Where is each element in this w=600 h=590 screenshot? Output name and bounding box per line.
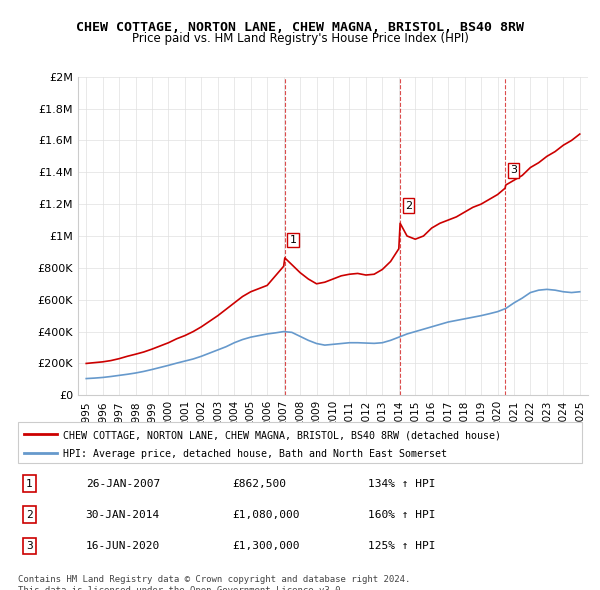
Text: Contains HM Land Registry data © Crown copyright and database right 2024.
This d: Contains HM Land Registry data © Crown c… bbox=[18, 575, 410, 590]
Text: £1,080,000: £1,080,000 bbox=[232, 510, 300, 520]
Text: 1: 1 bbox=[290, 235, 296, 245]
Text: 2: 2 bbox=[26, 510, 32, 520]
Text: CHEW COTTAGE, NORTON LANE, CHEW MAGNA, BRISTOL, BS40 8RW (detached house): CHEW COTTAGE, NORTON LANE, CHEW MAGNA, B… bbox=[63, 430, 501, 440]
Text: £1,300,000: £1,300,000 bbox=[232, 541, 300, 551]
Text: £862,500: £862,500 bbox=[232, 478, 286, 489]
Text: 134% ↑ HPI: 134% ↑ HPI bbox=[368, 478, 435, 489]
Text: 16-JUN-2020: 16-JUN-2020 bbox=[86, 541, 160, 551]
Text: 26-JAN-2007: 26-JAN-2007 bbox=[86, 478, 160, 489]
Text: 30-JAN-2014: 30-JAN-2014 bbox=[86, 510, 160, 520]
Text: 3: 3 bbox=[26, 541, 32, 551]
Text: 1: 1 bbox=[26, 478, 32, 489]
Text: Price paid vs. HM Land Registry's House Price Index (HPI): Price paid vs. HM Land Registry's House … bbox=[131, 32, 469, 45]
Text: 125% ↑ HPI: 125% ↑ HPI bbox=[368, 541, 435, 551]
Text: 2: 2 bbox=[405, 201, 412, 211]
Text: CHEW COTTAGE, NORTON LANE, CHEW MAGNA, BRISTOL, BS40 8RW: CHEW COTTAGE, NORTON LANE, CHEW MAGNA, B… bbox=[76, 21, 524, 34]
FancyBboxPatch shape bbox=[18, 422, 582, 463]
Text: 3: 3 bbox=[510, 165, 517, 175]
Text: 160% ↑ HPI: 160% ↑ HPI bbox=[368, 510, 435, 520]
Text: HPI: Average price, detached house, Bath and North East Somerset: HPI: Average price, detached house, Bath… bbox=[63, 448, 447, 458]
